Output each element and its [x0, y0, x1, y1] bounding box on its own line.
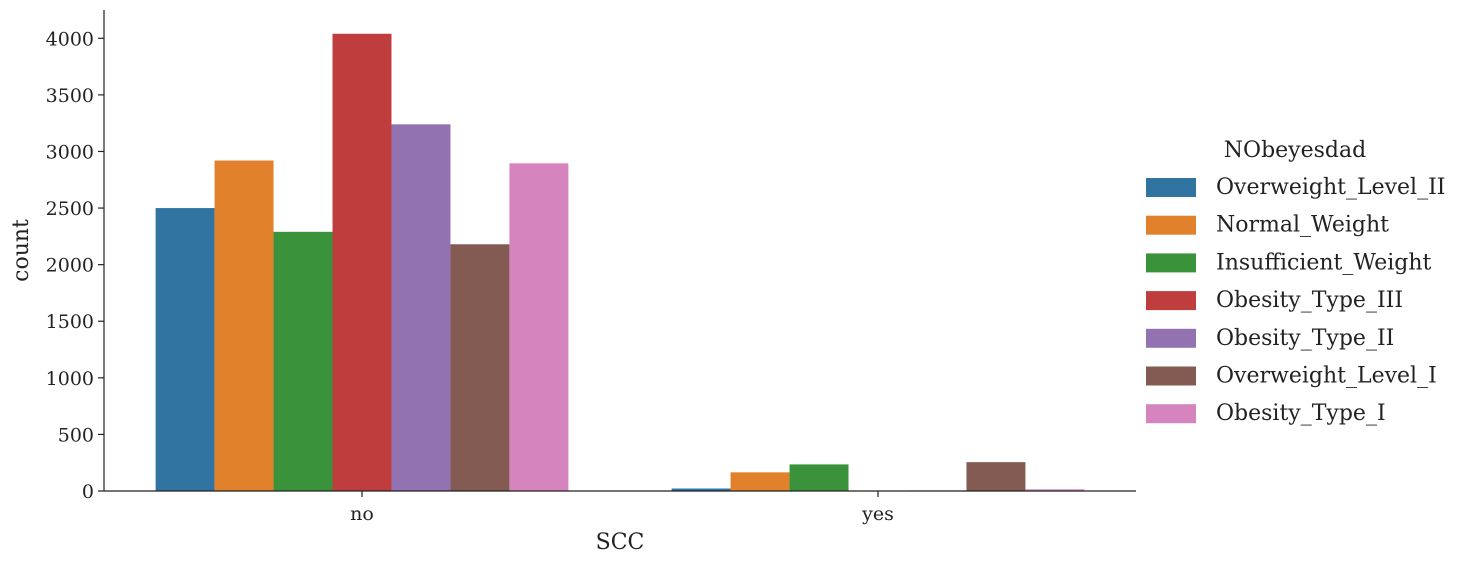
y-tick-label: 2000: [46, 255, 94, 277]
y-tick-label: 4000: [46, 28, 94, 50]
x-tick-label-no: no: [350, 503, 374, 525]
legend: NObeyesdad Overweight_Level_II Normal_Wei…: [1146, 138, 1445, 426]
y-tick-label: 3500: [46, 85, 94, 107]
x-tick-label-yes: yes: [861, 503, 894, 525]
legend-label-Obesity_Type_III: Obesity_Type_III: [1216, 288, 1403, 313]
y-ticks: 0 500 1000 1500 2000 2500 3000 3500 4000: [46, 28, 104, 503]
x-ticks: no yes: [350, 491, 894, 525]
bar-yes-Normal_Weight: [730, 472, 790, 491]
y-tick-label: 1500: [46, 311, 94, 333]
legend-label-Obesity_Type_II: Obesity_Type_II: [1216, 326, 1394, 351]
legend-label-Overweight_Level_II: Overweight_Level_II: [1216, 175, 1445, 200]
legend-swatch-Obesity_Type_III: [1146, 291, 1196, 311]
bar-no-Overweight_Level_II: [155, 208, 215, 491]
bars-layer: [155, 33, 1085, 492]
legend-swatch-Normal_Weight: [1146, 215, 1196, 235]
legend-swatch-Overweight_Level_I: [1146, 366, 1196, 386]
y-tick-label: 2500: [46, 198, 94, 220]
bar-no-Insufficient_Weight: [273, 231, 333, 491]
legend-swatch-Insufficient_Weight: [1146, 253, 1196, 273]
y-tick-label: 0: [82, 481, 94, 503]
legend-label-Overweight_Level_I: Overweight_Level_I: [1216, 364, 1437, 389]
bar-no-Overweight_Level_I: [450, 244, 510, 491]
legend-label-Normal_Weight: Normal_Weight: [1216, 213, 1389, 238]
y-tick-label: 3000: [46, 141, 94, 163]
bar-no-Obesity_Type_III: [332, 33, 392, 492]
legend-swatch-Obesity_Type_I: [1146, 404, 1196, 424]
legend-label-Insufficient_Weight: Insufficient_Weight: [1216, 250, 1431, 275]
bar-no-Obesity_Type_II: [391, 124, 451, 491]
bar-no-Obesity_Type_I: [509, 163, 569, 491]
bar-no-Normal_Weight: [214, 160, 274, 491]
x-axis-title: SCC: [596, 530, 645, 555]
y-tick-label: 1000: [46, 368, 94, 390]
y-tick-label: 500: [58, 424, 94, 446]
legend-label-Obesity_Type_I: Obesity_Type_I: [1216, 401, 1386, 426]
bar-yes-Insufficient_Weight: [789, 464, 849, 491]
bar-yes-Obesity_Type_I: [1025, 489, 1085, 491]
axes-layer: [103, 10, 1136, 492]
bar-yes-Overweight_Level_II: [671, 488, 731, 491]
bar-yes-Overweight_Level_I: [966, 462, 1026, 491]
legend-swatch-Overweight_Level_II: [1146, 178, 1196, 197]
y-axis-title: count: [9, 219, 34, 282]
legend-title: NObeyesdad: [1224, 138, 1366, 163]
legend-swatch-Obesity_Type_II: [1146, 328, 1196, 348]
